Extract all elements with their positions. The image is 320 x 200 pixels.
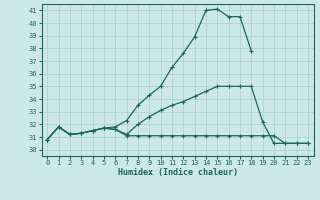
X-axis label: Humidex (Indice chaleur): Humidex (Indice chaleur) — [118, 168, 237, 177]
